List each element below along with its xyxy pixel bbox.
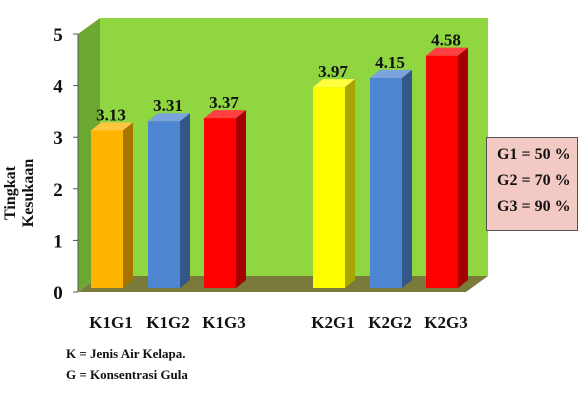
bar-top: [313, 79, 355, 88]
data-label: 3.13: [96, 105, 126, 124]
y-axis: 0 1 2 3 4 5: [53, 25, 79, 304]
legend-box: G1 = 50 % G2 = 70 % G3 = 90 %: [486, 137, 578, 231]
y-tick-label: 5: [53, 25, 63, 46]
y-tick-label: 0: [53, 283, 63, 304]
data-label: 4.15: [375, 53, 405, 72]
x-tick-label: K1G3: [202, 313, 245, 332]
bar-top: [148, 113, 190, 122]
footnote-k: K = Jenis Air Kelapa.: [66, 346, 186, 361]
y-tick-label: 3: [53, 128, 63, 149]
bars: 3.13 K1G1 3.31 K1G2 3.37 K1G3 3.97 K2G1 4.15 K2G2…: [89, 31, 468, 332]
legend-item-g1: G1 = 50 %: [497, 146, 571, 163]
bar-k2g2: [370, 77, 402, 288]
bar-k2g1: [313, 87, 345, 288]
bar-top: [91, 122, 133, 131]
bar-top: [204, 110, 246, 119]
bar-top: [426, 47, 468, 56]
y-axis-label: Tingkat Kesukaan: [2, 158, 37, 228]
bar-k2g3: [426, 55, 458, 289]
data-label: 3.97: [318, 62, 348, 81]
bar-side: [236, 110, 246, 288]
y-tick-label: 1: [53, 231, 63, 252]
bar-side: [345, 79, 355, 288]
y-tick-label: 2: [53, 180, 63, 201]
y-tick-label: 4: [53, 77, 63, 98]
footnotes: K = Jenis Air Kelapa. G = Konsentrasi Gu…: [66, 343, 188, 385]
bar-k1g1: [91, 130, 123, 288]
legend-item-g2: G2 = 70 %: [497, 172, 571, 189]
footnote-g: G = Konsentrasi Gula: [66, 367, 188, 382]
legend-item-g3: G3 = 90 %: [497, 198, 571, 215]
x-tick-label: K2G3: [424, 313, 467, 332]
data-label: 4.58: [431, 31, 461, 50]
bar-top: [370, 69, 412, 78]
x-tick-label: K1G1: [89, 313, 132, 332]
bar-side: [402, 69, 412, 288]
bar-side: [180, 113, 190, 288]
bar-side: [458, 47, 468, 289]
data-label: 3.31: [153, 96, 183, 115]
x-tick-label: K2G2: [368, 313, 411, 332]
bar-side: [123, 122, 133, 288]
bar-k1g3: [204, 118, 236, 288]
x-tick-label: K2G1: [311, 313, 354, 332]
x-tick-label: K1G2: [146, 313, 189, 332]
bar-k1g2: [148, 121, 180, 288]
data-label: 3.37: [209, 93, 239, 112]
